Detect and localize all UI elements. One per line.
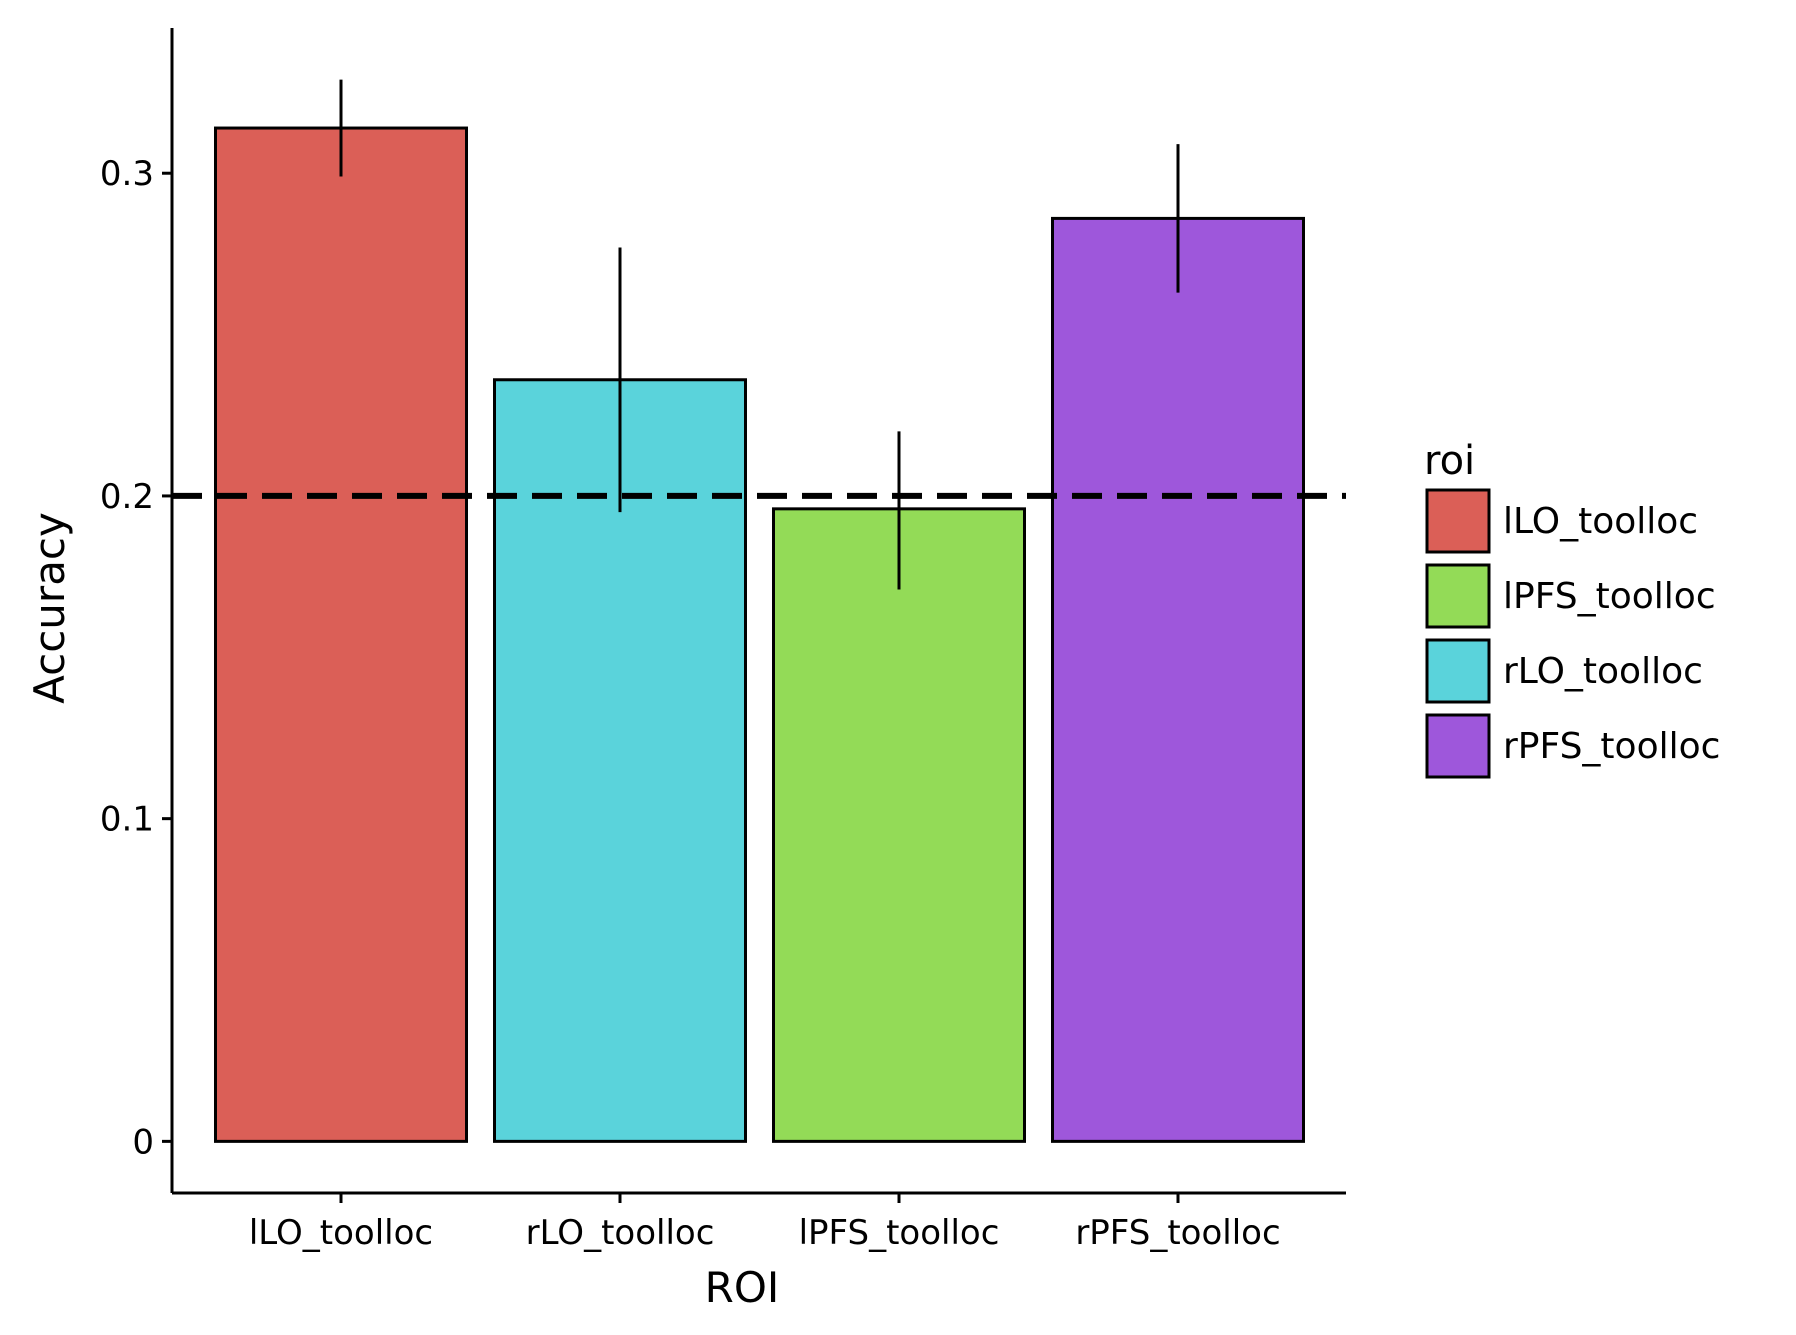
bar-rpfs-toolloc: [1051, 216, 1305, 1143]
legend-swatch-llo-toolloc: [1425, 488, 1491, 554]
legend-swatch-rlo-toolloc: [1425, 638, 1491, 704]
legend-swatch-rpfs-toolloc: [1425, 713, 1491, 779]
legend-label-rpfs-toolloc: rPFS_toolloc: [1503, 726, 1720, 767]
y-tick-label: 0.3: [100, 154, 154, 194]
legend-label-llo-toolloc: lLO_toolloc: [1503, 501, 1698, 542]
x-tick-label: lLO_toolloc: [249, 1213, 433, 1253]
x-tick-label: rLO_toolloc: [526, 1213, 715, 1253]
y-tick-label: 0: [132, 1122, 154, 1162]
x-ticks-group: lLO_toolloc rLO_toolloc lPFS_toolloc rPFS_t…: [249, 1193, 1281, 1253]
legend-title: roi: [1424, 438, 1475, 484]
y-tick-label: 0.1: [100, 800, 154, 840]
y-ticks-group: 0 0.1 0.2 0.3: [100, 154, 172, 1162]
legend: roi lLO_toolloc lPFS_toolloc rLO_toolloc rP…: [1424, 438, 1720, 779]
x-tick-label: lPFS_toolloc: [799, 1213, 1000, 1253]
error-bars-group: [339, 79, 1180, 590]
bar-lpfs-toolloc: [772, 507, 1026, 1143]
legend-label-rlo-toolloc: rLO_toolloc: [1503, 651, 1703, 692]
x-axis-title: ROI: [705, 1263, 780, 1312]
x-tick-label: rPFS_toolloc: [1075, 1213, 1280, 1253]
legend-swatch-lpfs-toolloc: [1425, 563, 1491, 629]
y-axis-title: Accuracy: [25, 512, 74, 704]
legend-label-lpfs-toolloc: lPFS_toolloc: [1503, 576, 1716, 617]
bar-llo-toolloc: [214, 126, 468, 1143]
bars-group: [214, 126, 1305, 1143]
y-tick-label: 0.2: [100, 477, 154, 517]
